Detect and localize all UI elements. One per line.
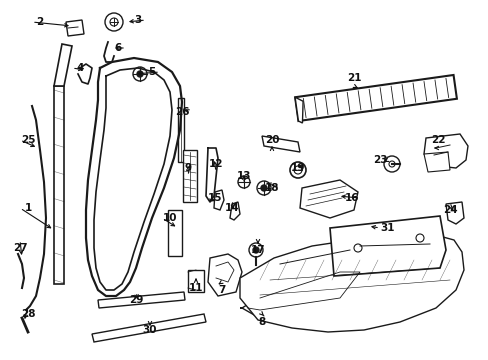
FancyBboxPatch shape: [183, 150, 197, 202]
Text: 27: 27: [13, 243, 27, 253]
Polygon shape: [262, 136, 299, 152]
Circle shape: [257, 181, 270, 195]
Text: 31: 31: [380, 223, 394, 233]
Text: 3: 3: [134, 15, 142, 25]
Polygon shape: [214, 190, 224, 210]
Text: 15: 15: [207, 193, 222, 203]
Polygon shape: [445, 202, 463, 224]
Text: 2: 2: [36, 17, 43, 27]
Text: 5: 5: [148, 67, 155, 77]
Text: 23: 23: [372, 155, 386, 165]
Circle shape: [261, 185, 266, 191]
Polygon shape: [294, 75, 456, 121]
Circle shape: [252, 247, 259, 253]
Polygon shape: [294, 97, 303, 123]
Polygon shape: [98, 292, 184, 308]
Text: 30: 30: [142, 325, 157, 335]
FancyBboxPatch shape: [168, 210, 182, 256]
Circle shape: [110, 18, 118, 26]
Text: 26: 26: [174, 107, 189, 117]
Text: 6: 6: [114, 43, 122, 53]
Text: 25: 25: [20, 135, 35, 145]
Polygon shape: [54, 86, 64, 284]
Circle shape: [133, 67, 147, 81]
Polygon shape: [240, 258, 369, 320]
Polygon shape: [178, 98, 183, 162]
Circle shape: [383, 156, 399, 172]
Circle shape: [137, 71, 142, 77]
Polygon shape: [92, 314, 205, 342]
Text: 28: 28: [20, 309, 35, 319]
Polygon shape: [329, 216, 445, 276]
Polygon shape: [423, 134, 467, 168]
Text: 18: 18: [264, 183, 279, 193]
Text: 1: 1: [24, 203, 32, 213]
Circle shape: [105, 13, 123, 31]
Circle shape: [415, 234, 423, 242]
Text: 20: 20: [264, 135, 279, 145]
Text: 21: 21: [346, 73, 361, 83]
Polygon shape: [229, 202, 240, 220]
Text: 12: 12: [208, 159, 223, 169]
Text: 13: 13: [236, 171, 251, 181]
Polygon shape: [423, 152, 449, 172]
Text: 4: 4: [76, 63, 83, 73]
Text: 11: 11: [188, 283, 203, 293]
Text: 16: 16: [344, 193, 359, 203]
Text: 10: 10: [163, 213, 177, 223]
Text: 19: 19: [290, 163, 305, 173]
Circle shape: [353, 244, 361, 252]
Text: 22: 22: [430, 135, 445, 145]
Polygon shape: [207, 254, 242, 296]
Polygon shape: [54, 44, 72, 86]
Circle shape: [238, 176, 249, 188]
Text: 17: 17: [250, 245, 265, 255]
Circle shape: [289, 162, 305, 178]
Polygon shape: [66, 20, 84, 36]
FancyBboxPatch shape: [187, 270, 203, 292]
Polygon shape: [240, 234, 463, 332]
Text: 8: 8: [258, 317, 265, 327]
Text: 9: 9: [184, 163, 191, 173]
Text: 29: 29: [128, 295, 143, 305]
Circle shape: [293, 166, 302, 174]
Circle shape: [248, 243, 263, 257]
Circle shape: [388, 161, 394, 167]
Polygon shape: [299, 180, 357, 218]
Text: 7: 7: [218, 285, 225, 295]
Text: 14: 14: [224, 203, 239, 213]
Text: 24: 24: [442, 205, 456, 215]
